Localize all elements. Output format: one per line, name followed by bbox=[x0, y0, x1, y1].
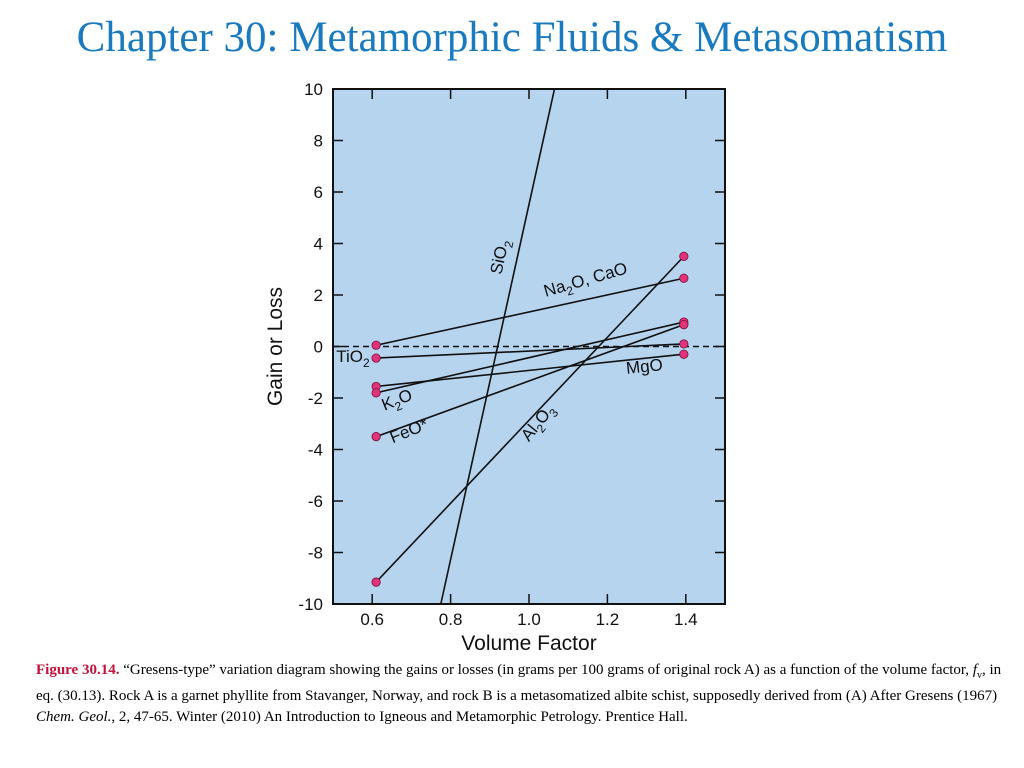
series-tio2 bbox=[371, 339, 689, 363]
y-axis-title: Gain or Loss bbox=[264, 287, 287, 406]
figure-label: Figure 30.14. bbox=[36, 662, 120, 678]
label-text: TiO bbox=[336, 347, 363, 366]
label-text: O bbox=[490, 244, 511, 261]
label-subscript: 2 bbox=[393, 398, 405, 414]
series-label-tio2: TiO2 bbox=[336, 347, 370, 370]
y-tick-label: -8 bbox=[308, 544, 323, 563]
label-text: MgO bbox=[625, 355, 664, 378]
y-tick-label: 2 bbox=[314, 286, 323, 305]
series-line-na2o-cao bbox=[375, 277, 685, 346]
data-point-mgo bbox=[679, 349, 689, 359]
y-tick-label: 10 bbox=[304, 80, 323, 99]
caption-text-1: “Gresens-type” variation diagram showing… bbox=[119, 662, 973, 678]
label-text: Si bbox=[487, 257, 509, 276]
y-tick-label: -2 bbox=[308, 389, 323, 408]
y-tick-label: -10 bbox=[298, 595, 323, 614]
y-tick-label: 0 bbox=[314, 338, 323, 357]
y-tick-label: 4 bbox=[314, 235, 323, 254]
label-subscript: 2 bbox=[565, 283, 576, 298]
data-point-k2o bbox=[371, 388, 381, 398]
data-point-al2o3 bbox=[371, 577, 381, 587]
data-point-al2o3 bbox=[679, 251, 689, 261]
series-line-k2o bbox=[375, 321, 685, 394]
data-point-feo bbox=[679, 320, 689, 330]
y-tick-label: 8 bbox=[314, 132, 323, 151]
x-tick-label: 0.6 bbox=[360, 610, 384, 629]
data-point-na2o-cao bbox=[679, 273, 689, 283]
y-tick-label: 6 bbox=[314, 183, 323, 202]
caption-text-2: , in eq. (30.13). Rock A is a garnet phy… bbox=[36, 662, 1002, 704]
x-tick-label: 1.2 bbox=[596, 610, 620, 629]
label-text: O bbox=[396, 385, 415, 408]
series-label-al2o3: Al2O3 bbox=[517, 400, 561, 447]
x-tick-label: 1.4 bbox=[674, 610, 698, 629]
figure-caption: Figure 30.14. “Gresens-type” variation d… bbox=[36, 660, 1008, 728]
x-tick-label: 0.8 bbox=[439, 610, 463, 629]
x-tick-label: 1.0 bbox=[517, 610, 541, 629]
caption-text-3: , 2, 47-65. Winter (2010) An Introductio… bbox=[111, 709, 688, 725]
data-point-feo bbox=[371, 432, 381, 442]
caption-fv-symbol: f bbox=[972, 662, 977, 678]
label-subscript: 2 bbox=[501, 239, 516, 249]
series-al2o3 bbox=[371, 251, 689, 587]
series-na2o-cao bbox=[371, 273, 689, 350]
series-label-sio2: SiO2 bbox=[487, 237, 517, 276]
ticks-layer: 10 8 6 4 2 0 -2 -4 -6 -8 -10 0.6 0.8 1.0 1.2 1.4 bbox=[298, 80, 725, 629]
series-layer bbox=[371, 88, 689, 605]
x-axis-title: Volume Factor bbox=[461, 632, 596, 655]
plot-frame bbox=[332, 88, 726, 605]
y-tick-label: -6 bbox=[308, 492, 323, 511]
series-label-mgo: MgO bbox=[625, 355, 664, 378]
y-tick-label: -4 bbox=[308, 441, 323, 460]
caption-journal: Chem. Geol. bbox=[36, 709, 112, 725]
series-line-sio2 bbox=[440, 88, 556, 605]
data-point-tio2 bbox=[371, 353, 381, 363]
series-line-tio2 bbox=[376, 343, 684, 359]
series-feo bbox=[371, 320, 689, 442]
series-line-feo bbox=[375, 323, 685, 438]
series-line-al2o3 bbox=[375, 255, 685, 583]
slide-title: Chapter 30: Metamorphic Fluids & Metasom… bbox=[76, 14, 948, 61]
series-sio2 bbox=[440, 88, 556, 605]
caption-fv-subscript: v bbox=[976, 670, 982, 681]
data-point-tio2 bbox=[679, 339, 689, 349]
label-subscript: 2 bbox=[363, 356, 370, 370]
data-point-na2o-cao bbox=[371, 340, 381, 350]
